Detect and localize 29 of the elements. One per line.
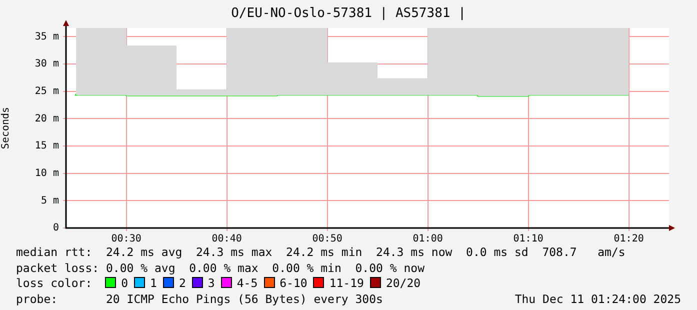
y-tick-label: 20 m (34, 113, 59, 124)
text: Thu Dec 11 01:24:00 2025 (514, 292, 681, 307)
y-tick-label: 30 m (34, 58, 59, 70)
y-axis-title: Seconds (0, 106, 12, 150)
text: 11-19 (329, 276, 364, 290)
text: probe: 20 ICMP Echo Pings (56 Bytes) every 300s (16, 292, 383, 306)
x-tick-label: 00:50 (312, 234, 342, 245)
text: loss color: (16, 276, 92, 290)
text: 4-5 (236, 276, 258, 290)
text: 1 (150, 276, 157, 290)
text: 2 (178, 276, 186, 290)
y-tick-label: 0 (52, 222, 59, 234)
text: packet loss: 0.00 % avg 0.00 % max 0.00 % min 0.00 % now (16, 260, 426, 276)
y-tick-label: 15 m (34, 140, 59, 152)
y-tick-label: 35 m (34, 31, 59, 42)
text: 6-10 (280, 276, 308, 290)
y-tick-label: 5 m (40, 195, 59, 206)
x-tick-label: 01:00 (412, 234, 443, 245)
y-tick-label: 10 m (34, 168, 59, 179)
text: 3 (208, 276, 215, 290)
chart-title: O/EU-NO-Oslo-57381 | AS57381 | (230, 6, 467, 21)
x-tick-label: 00:40 (212, 234, 242, 245)
x-tick-label: 01:10 (513, 234, 544, 245)
y-tick-label: 25 m (34, 86, 59, 97)
text: median rtt: 24.2 ms avg 24.3 ms max 24.2 ms min 24.3 ms now 0.0 ms sd 708.7 am/s (16, 245, 626, 260)
text: 20/20 (386, 276, 421, 290)
x-tick-label: 01:20 (614, 234, 644, 245)
x-tick-label: 00:30 (111, 234, 142, 245)
text: 0 (121, 276, 128, 290)
